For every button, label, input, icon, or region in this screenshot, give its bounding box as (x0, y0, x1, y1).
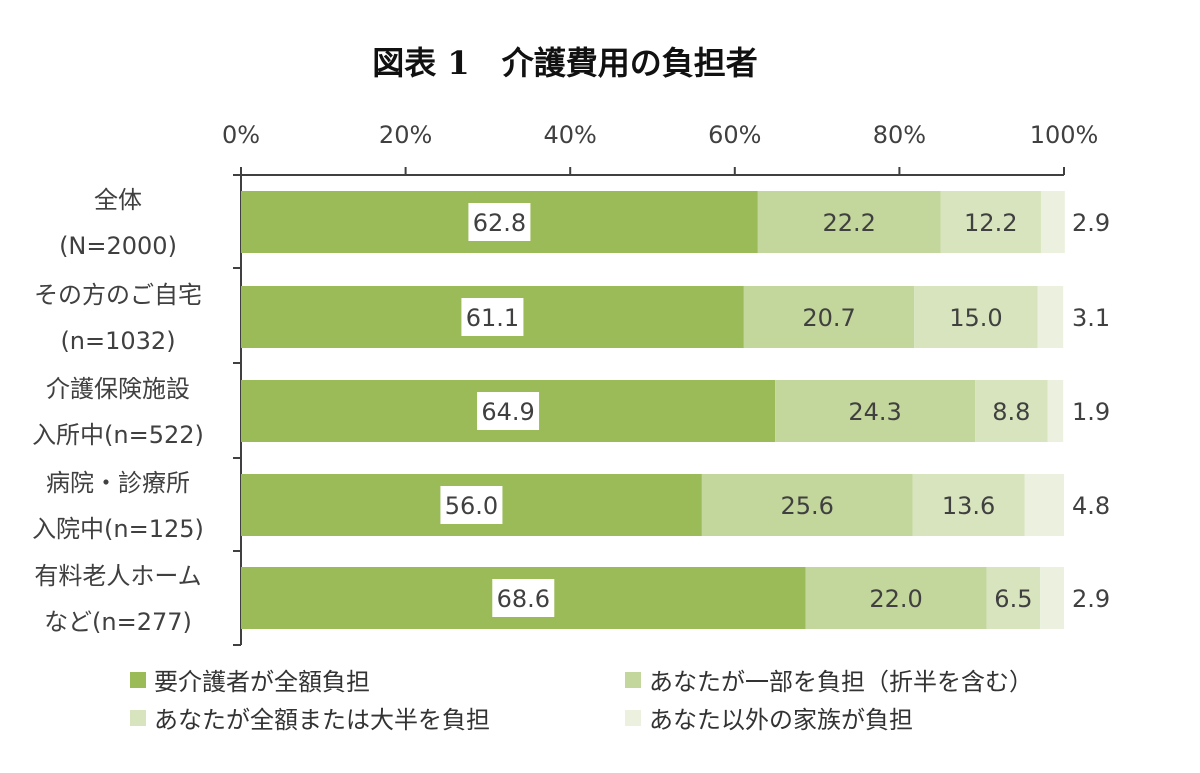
legend-swatch (625, 671, 641, 688)
legend-swatch (130, 671, 146, 688)
data-label: 15.0 (949, 304, 1002, 332)
category-label: 病院・診療所 (46, 469, 190, 497)
data-label: 22.0 (869, 585, 922, 613)
bar-segment (805, 567, 987, 629)
category-label: その方のご自宅 (34, 281, 202, 309)
legend-label: 要介護者が全額負担 (154, 668, 370, 696)
bar-segment (1024, 474, 1064, 536)
data-label: 4.8 (1072, 492, 1110, 520)
data-label: 13.6 (942, 492, 995, 520)
bar-segment (701, 474, 913, 536)
bar-segment (975, 380, 1048, 442)
bar-segment (986, 567, 1041, 629)
category-label: 介護保険施設 (46, 375, 190, 403)
category-label: 入院中(n=125) (32, 515, 204, 543)
data-label: 61.1 (466, 304, 519, 332)
chart-title: 図表 1 介護費用の負担者 (372, 44, 758, 82)
x-tick-label: 0% (222, 121, 260, 149)
bar-segment (1047, 380, 1064, 442)
data-label: 3.1 (1072, 304, 1110, 332)
data-label: 2.9 (1072, 585, 1110, 613)
bar-segment (743, 286, 915, 348)
legend-label: あなたが一部を負担（折半を含む） (649, 668, 1033, 696)
data-label: 62.8 (473, 209, 526, 237)
data-label-box (468, 203, 531, 241)
category-label: (n=1032) (60, 327, 175, 355)
bar-segment (1040, 191, 1065, 253)
legend-item: 要介護者が全額負担 (130, 662, 370, 697)
legend-item: あなたが全額または大半を負担 (130, 700, 490, 735)
category-label: 有料老人ホーム (34, 562, 201, 590)
data-label: 1.9 (1072, 398, 1110, 426)
data-label: 22.2 (822, 209, 875, 237)
bar-segment (757, 191, 941, 253)
legend-swatch (625, 709, 641, 726)
bar-segment (775, 380, 976, 442)
category-label: (N=2000) (59, 232, 177, 260)
data-label-box (477, 392, 540, 430)
bar-segment (912, 474, 1025, 536)
data-label: 56.0 (445, 492, 498, 520)
x-tick-label: 40% (544, 121, 597, 149)
legend-item: あなた以外の家族が負担 (625, 700, 913, 735)
data-label-box (492, 579, 555, 617)
data-label: 68.6 (497, 585, 550, 613)
category-label: 入所中(n=522) (32, 421, 204, 449)
data-label: 6.5 (994, 585, 1032, 613)
legend-label: あなたが全額または大半を負担 (154, 706, 490, 734)
data-label: 12.2 (964, 209, 1017, 237)
legend-swatch (130, 709, 146, 726)
data-label: 25.6 (781, 492, 834, 520)
data-label-box (440, 486, 503, 524)
legend-item: あなたが一部を負担（折半を含む） (625, 662, 1033, 697)
x-tick-label: 80% (873, 121, 926, 149)
data-label: 64.9 (481, 398, 534, 426)
bar-segment (914, 286, 1038, 348)
bar-segment (1040, 567, 1064, 629)
x-tick-label: 60% (708, 121, 761, 149)
data-label: 8.8 (992, 398, 1030, 426)
bar-segment (940, 191, 1041, 253)
data-label-box (461, 298, 524, 336)
data-label: 24.3 (848, 398, 901, 426)
category-label: 全体 (94, 186, 142, 214)
x-tick-label: 20% (379, 121, 432, 149)
category-label: など(n=277) (44, 608, 192, 636)
data-label: 20.7 (802, 304, 855, 332)
data-label: 2.9 (1072, 209, 1110, 237)
bar-segment (1037, 286, 1064, 348)
x-tick-label: 100% (1030, 121, 1099, 149)
legend-label: あなた以外の家族が負担 (649, 706, 913, 734)
